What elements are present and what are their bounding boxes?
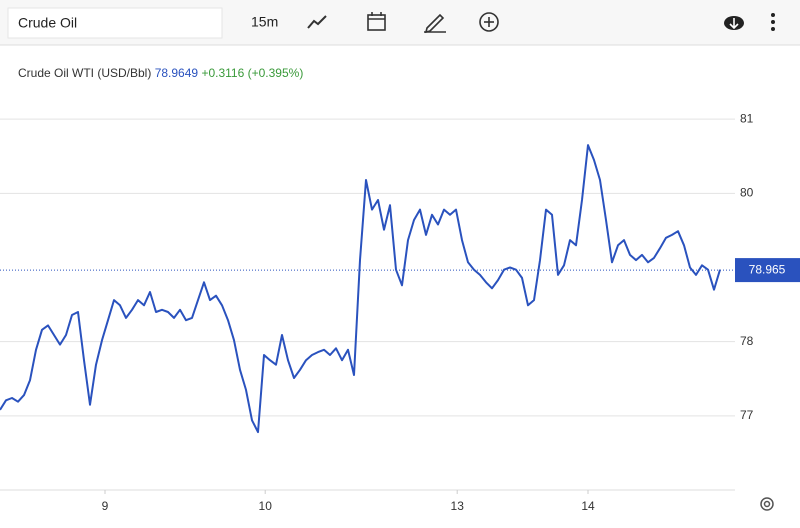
calendar-icon[interactable] [367,12,386,31]
last-value-box [735,258,800,283]
y-tick-label: 80 [740,186,754,200]
add-icon[interactable] [479,12,499,32]
last-price: 78.9649 [155,66,199,80]
y-tick-label: 78 [740,334,754,348]
y-tick-label: 77 [740,408,754,422]
change-pct: (+0.395%) [248,66,304,80]
search-box[interactable] [7,7,223,39]
last-value-label: 78.965 [749,262,786,276]
search-text[interactable]: Crude Oil [18,15,77,31]
x-tick-label: 13 [451,499,465,513]
download-icon[interactable] [724,16,744,30]
y-tick-label: 81 [740,111,754,125]
draw-icon[interactable] [424,13,446,34]
menu-icon[interactable] [771,13,775,31]
chart-title: Crude Oil WTI (USD/Bbl) [18,66,151,80]
x-tick-label: 14 [581,499,595,513]
x-tick-label: 10 [259,499,273,513]
x-tick-label: 9 [102,499,109,513]
chart-legend: Crude Oil WTI (USD/Bbl) 78.9649 +0.3116 … [18,66,303,80]
price-line [0,144,721,434]
chart-type-icon[interactable] [307,15,327,29]
settings-icon[interactable] [760,497,774,511]
interval-button[interactable]: 15m [251,14,278,30]
change: +0.3116 [201,66,244,80]
